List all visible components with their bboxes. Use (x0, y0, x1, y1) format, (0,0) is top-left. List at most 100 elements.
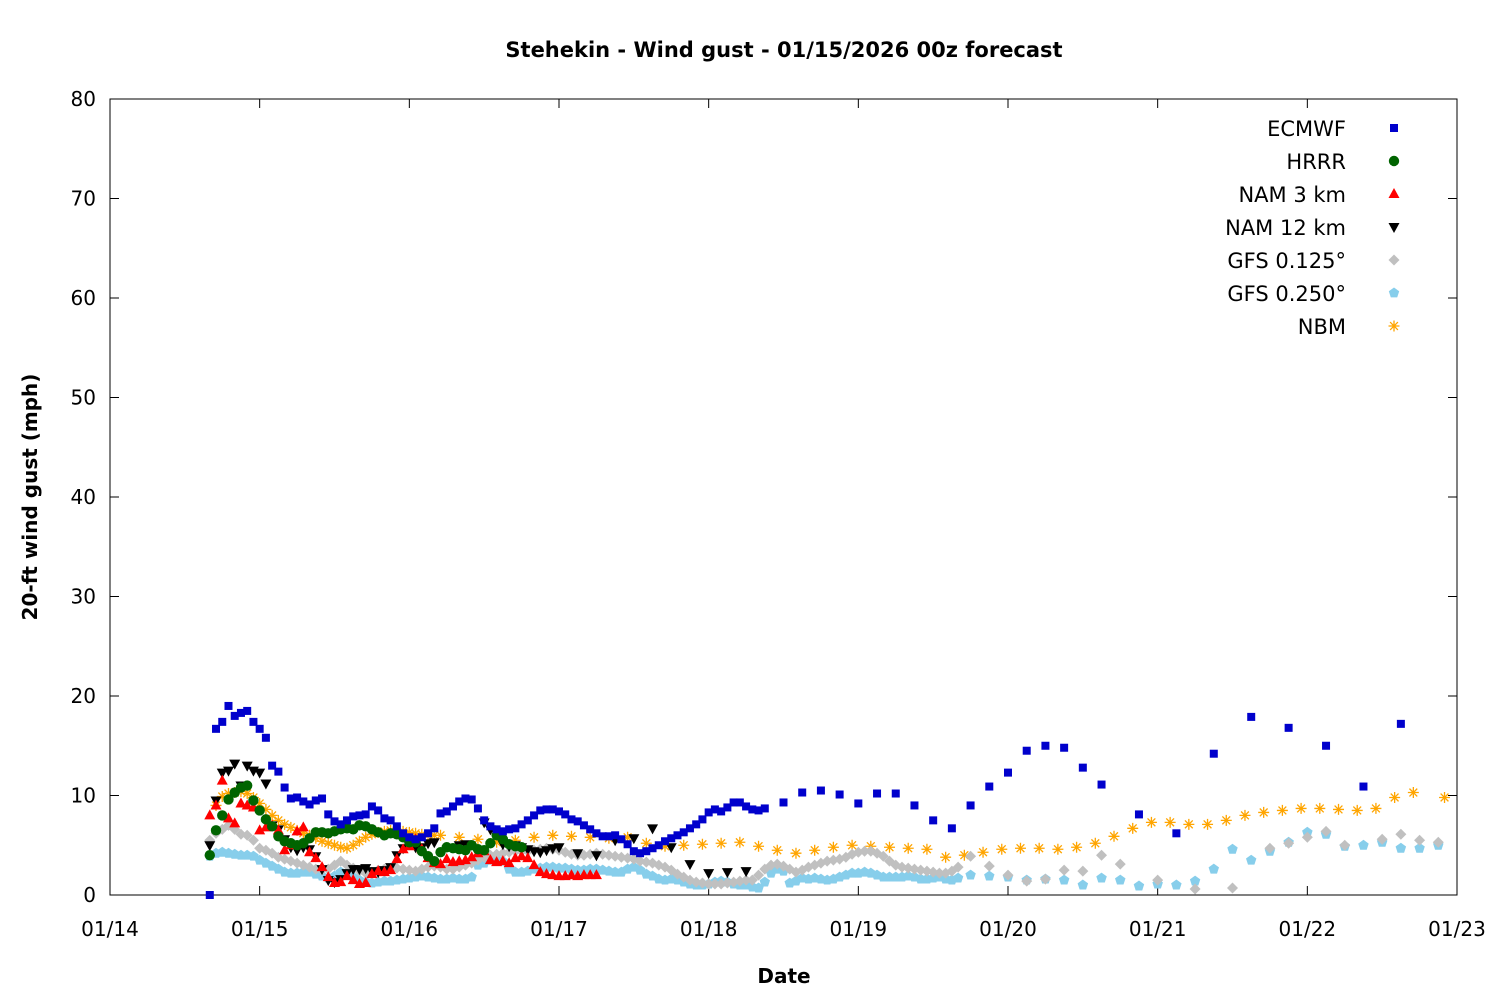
data-point (629, 847, 638, 856)
data-point (704, 808, 713, 817)
data-point (622, 831, 634, 843)
data-point (1396, 719, 1405, 728)
data-point (952, 861, 964, 873)
data-point (1127, 822, 1139, 834)
data-point (255, 724, 264, 733)
data-point (503, 857, 515, 868)
data-point (1022, 746, 1031, 755)
data-point (210, 799, 222, 810)
data-point (472, 833, 484, 845)
data-point (385, 864, 397, 875)
data-point (965, 869, 976, 880)
data-point (272, 814, 284, 826)
data-point (1172, 829, 1181, 838)
data-point (1077, 865, 1089, 877)
data-point (254, 797, 266, 809)
data-point (311, 796, 320, 805)
data-point (230, 711, 239, 720)
data-point (873, 789, 882, 798)
y-tick-label: 20 (71, 684, 96, 708)
data-point (715, 837, 727, 849)
data-point (266, 809, 278, 821)
data-point (790, 847, 802, 859)
data-point (436, 809, 445, 818)
data-point (461, 794, 470, 803)
y-tick-label: 80 (71, 87, 96, 111)
data-point (249, 717, 258, 726)
data-point (740, 874, 752, 886)
data-point (1058, 864, 1070, 876)
data-point (642, 847, 651, 856)
x-tick-label: 01/20 (979, 917, 1037, 941)
data-point (316, 835, 328, 847)
legend-label: NAM 3 km (1238, 183, 1346, 207)
data-point (1077, 879, 1089, 890)
data-point (391, 853, 403, 864)
legend-marker (1388, 223, 1400, 233)
data-point (598, 832, 607, 841)
data-point (442, 807, 451, 816)
data-point (534, 848, 546, 859)
data-point (753, 869, 765, 881)
data-point (534, 866, 546, 877)
data-point (235, 797, 247, 808)
x-tick-label: 01/21 (1129, 917, 1187, 941)
data-point (224, 701, 233, 710)
data-point (466, 871, 477, 882)
data-point (417, 833, 426, 842)
data-point (241, 761, 253, 772)
data-point (877, 850, 889, 862)
data-point (299, 797, 308, 806)
data-point (1114, 858, 1126, 870)
data-point (659, 840, 671, 852)
data-point (590, 869, 602, 880)
data-point (286, 794, 295, 803)
data-point (210, 825, 222, 836)
data-point (216, 768, 228, 779)
data-point (572, 849, 584, 860)
data-point (342, 816, 351, 825)
y-axis-label: 20-ft wind gust (mph) (18, 374, 42, 621)
y-tick-label: 0 (83, 883, 96, 907)
data-point (218, 717, 227, 726)
data-point (1432, 836, 1444, 848)
data-point (1004, 768, 1012, 777)
data-point (902, 842, 914, 854)
data-point (958, 849, 970, 861)
data-point (692, 820, 701, 829)
data-point (335, 841, 347, 853)
data-point (297, 827, 309, 839)
data-point (530, 811, 539, 820)
data-point (399, 829, 408, 838)
data-point (466, 851, 478, 862)
data-point (285, 821, 297, 833)
data-point (522, 852, 534, 863)
data-point (459, 854, 471, 865)
data-point (349, 812, 358, 821)
data-point (846, 839, 858, 851)
data-point (411, 835, 420, 844)
data-point (216, 774, 228, 785)
data-point (324, 810, 333, 819)
data-point (835, 790, 844, 799)
x-axis: 01/14 01/15 01/16 01/17 01/18 01/19 01/20 01/21… (81, 99, 1486, 941)
data-point (709, 878, 721, 890)
data-point (1002, 869, 1014, 881)
data-point (1089, 837, 1101, 849)
data-point (816, 786, 825, 795)
legend-marker (1390, 124, 1398, 132)
data-point (347, 874, 359, 885)
data-point (1351, 804, 1363, 816)
data-point (274, 767, 283, 776)
data-point (279, 818, 291, 830)
data-point (1247, 712, 1256, 721)
data-point (929, 816, 938, 825)
data-point (222, 788, 234, 800)
data-point (1078, 763, 1087, 772)
legend-marker (1388, 287, 1400, 298)
data-point (584, 831, 596, 843)
data-point (243, 706, 252, 715)
data-point (1189, 883, 1201, 895)
data-point (1208, 863, 1219, 874)
